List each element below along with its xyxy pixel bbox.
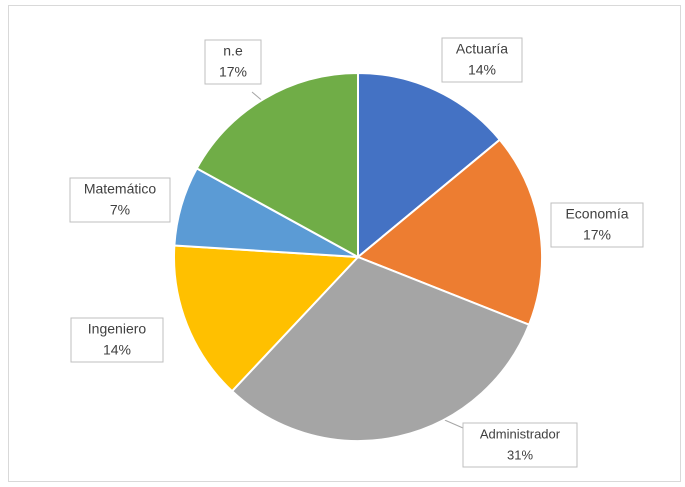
category-label: Actuaría — [456, 41, 508, 57]
category-label: Matemático — [84, 181, 157, 197]
value-label: 14% — [103, 342, 131, 358]
label-box — [204, 39, 262, 85]
value-label: 14% — [468, 62, 496, 78]
label-box — [441, 37, 523, 83]
category-label: n.e — [223, 43, 243, 59]
label-box — [70, 317, 164, 363]
category-label: Ingeniero — [88, 321, 147, 337]
pie-slice — [173, 244, 361, 393]
value-label: 17% — [583, 227, 611, 243]
pie-slice — [195, 71, 359, 259]
label-box — [69, 177, 171, 223]
category-label: Economía — [565, 206, 628, 222]
pie-slice — [230, 255, 531, 442]
pie-slice — [356, 138, 543, 327]
value-label: 17% — [219, 64, 247, 80]
value-label: 31% — [507, 447, 533, 462]
category-label: Administrador — [480, 426, 561, 441]
label-box — [550, 202, 644, 248]
value-label: 7% — [110, 202, 130, 218]
pie-slice — [357, 71, 502, 260]
label-box — [462, 422, 578, 468]
